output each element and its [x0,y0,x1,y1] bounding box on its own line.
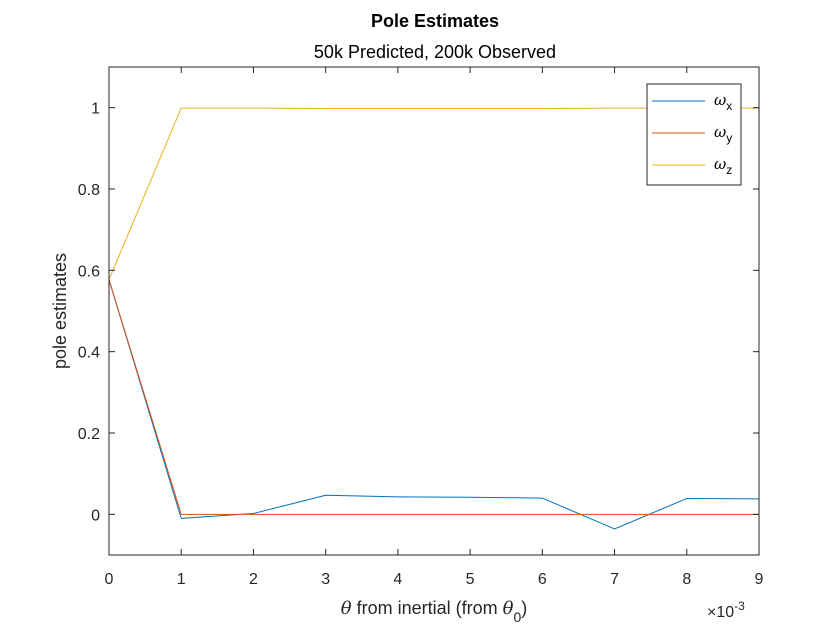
legend-label-subscript: y [726,131,732,145]
data-point-omega-y [686,514,687,515]
x-axis-multiplier-exponent: -3 [734,599,745,613]
x-axis-label-text: from inertial (from [352,598,503,618]
data-point-omega-x [181,518,182,519]
y-tick-label: 0.2 [78,426,100,443]
legend-label-symbol: ω [714,155,726,173]
x-axis-label-subscript: 0 [513,609,521,625]
data-point-omega-y [181,514,182,515]
data-point-omega-x [325,495,326,496]
data-point-omega-z [614,107,615,108]
x-tick-label: 9 [755,571,764,588]
x-axis-multiplier-base: ×10 [707,604,734,621]
legend-label-symbol: ω [714,123,726,141]
data-point-omega-z [542,108,543,109]
data-point-omega-x [542,497,543,498]
data-point-omega-z [397,108,398,109]
y-tick-label: 0 [91,507,100,524]
y-tick-label: 1 [91,101,100,118]
x-tick-label: 7 [610,571,619,588]
y-axis-label: pole estimates [50,253,70,369]
x-axis-label-close: ) [521,598,527,618]
x-tick-label: 2 [249,571,258,588]
legend-label-subscript: x [726,99,732,113]
data-point-omega-x [614,528,615,529]
data-point-omega-y [614,514,615,515]
legend-label-omega-z: ωz [714,155,732,177]
data-point-omega-z [253,107,254,108]
data-point-omega-z [470,108,471,109]
y-tick-label: 0.4 [78,345,100,362]
data-point-omega-z [181,107,182,108]
data-point-omega-y [325,514,326,515]
x-axis-multiplier: ×10-3 [707,599,745,621]
series-line-omega-y [108,279,759,515]
x-axis-label-theta: θ [341,598,352,619]
x-tick-label: 5 [466,571,475,588]
data-point-omega-y [253,514,254,515]
data-point-omega-y [397,514,398,515]
chart-title: Pole Estimates [371,11,499,31]
x-tick-label: 4 [393,571,402,588]
legend-label-omega-y: ωy [714,123,732,145]
ticks-layer: 0 1 2 3 4 5 6 7 8 9 0 0.2 0.4 0.6 0.8 1 [78,67,764,588]
x-axis-label-theta0: θ [503,598,514,619]
data-point-omega-y [542,514,543,515]
chart-subtitle: 50k Predicted, 200k Observed [314,42,556,62]
y-tick-label: 0.6 [78,263,100,280]
y-tick-label: 0.8 [78,182,100,199]
x-axis-label: θ from inertial (from θ0) [341,598,528,625]
legend-label-subscript: z [726,163,732,177]
axes-box [108,66,760,556]
x-tick-label: 3 [321,571,330,588]
x-tick-label: 8 [682,571,691,588]
x-tick-label: 0 [105,571,114,588]
x-tick-label: 1 [177,571,186,588]
data-point-omega-x [686,498,687,499]
legend-label-omega-x: ωx [714,91,732,113]
data-point-omega-x [470,497,471,498]
legend-label-symbol: ω [714,91,726,109]
series-line-omega-x [108,279,760,530]
data-point-omega-z [325,108,326,109]
data-point-omega-x [397,496,398,497]
data-point-omega-y [470,514,471,515]
x-tick-label: 6 [538,571,547,588]
